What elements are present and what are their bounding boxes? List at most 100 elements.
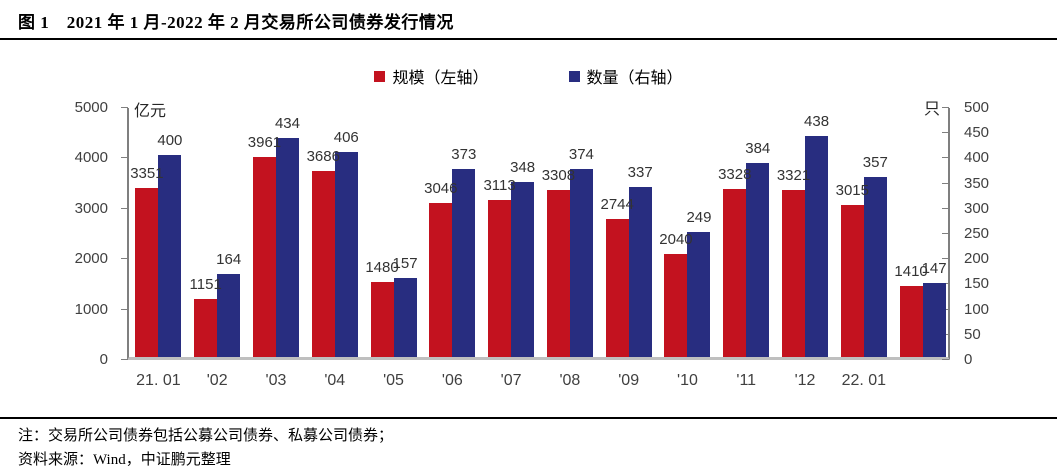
count-bar — [511, 181, 535, 357]
bar-group: 3113 348 — [483, 108, 535, 357]
scale-bar-label: 3351 — [130, 165, 164, 183]
count-bar — [334, 152, 358, 357]
legend-item-scale: 规模（左轴） — [374, 64, 489, 88]
count-bar — [922, 282, 946, 357]
left-axis-tick-label: 2000 — [74, 250, 108, 268]
right-axis-tick-label: 300 — [964, 199, 990, 217]
bar-group: 3308 374 — [542, 108, 594, 357]
count-bar-label: 147 — [921, 259, 947, 277]
right-axis-tick-label: 0 — [964, 351, 973, 368]
figure-title: 图 1 2021 年 1 月-2022 年 2 月交易所公司债券发行情况 — [18, 13, 454, 32]
left-axis-tick — [121, 207, 128, 209]
right-axis-tick — [942, 233, 949, 234]
count-bar — [452, 169, 476, 357]
scale-bar — [782, 189, 806, 357]
left-axis-tick — [121, 308, 128, 310]
scale-bar — [664, 254, 688, 357]
scale-bar-label: 1151 — [189, 276, 222, 293]
left-axis-tick-label: 1000 — [74, 300, 108, 318]
scale-bar-label: 1480 — [365, 259, 399, 277]
right-axis-tick-label: 150 — [964, 275, 990, 293]
count-bar-label: 400 — [157, 132, 183, 150]
x-axis-label: '12 — [794, 372, 816, 389]
chart-legend: 规模（左轴） 数量（右轴） — [0, 64, 1057, 88]
scale-bar-label: 1410 — [894, 262, 928, 280]
scale-bar — [605, 218, 629, 357]
bar-group: 3686 406 — [307, 108, 359, 357]
right-axis-unit: 只 — [923, 101, 940, 118]
source-line: 资料来源：Wind，中证鹏元整理 — [18, 452, 231, 468]
right-axis-tick — [942, 258, 949, 260]
right-axis-tick-label: 450 — [964, 124, 990, 142]
count-bar-label: 164 — [216, 251, 242, 269]
count-bar-label: 357 — [862, 154, 888, 172]
scale-bar — [370, 282, 394, 357]
scale-bar — [135, 188, 159, 357]
bar-group: 1151 164 — [190, 108, 242, 357]
count-bar — [275, 138, 299, 357]
x-axis-label: 21. 01 — [136, 372, 181, 389]
left-axis-tick — [121, 107, 128, 108]
right-axis-tick-label: 400 — [964, 149, 990, 167]
scale-bar — [899, 285, 923, 357]
bar-group: 1410 147 — [894, 108, 947, 357]
right-axis-tick — [942, 132, 949, 134]
right-axis-tick — [942, 157, 949, 159]
scale-bar — [252, 157, 276, 357]
right-axis-tick — [942, 182, 949, 184]
count-bar — [393, 277, 417, 357]
right-axis-tick-label: 500 — [964, 99, 990, 116]
bar-group: 3351 400 — [130, 108, 183, 357]
right-axis-tick — [942, 107, 949, 108]
x-axis-label: '06 — [441, 372, 463, 389]
right-axis-tick-label: 250 — [964, 225, 990, 242]
right-axis-tick-label: 100 — [964, 300, 990, 318]
count-bar — [746, 163, 770, 357]
left-axis-unit: 亿元 — [134, 103, 167, 120]
right-axis-tick — [942, 359, 949, 360]
count-bar-label: 249 — [686, 208, 712, 226]
bar-group: 2040 249 — [659, 108, 712, 357]
scale-bar — [488, 200, 512, 357]
count-bar — [687, 231, 711, 357]
legend-label-scale: 规模（左轴） — [392, 70, 489, 87]
scale-bar — [429, 203, 453, 357]
scale-bar — [546, 190, 570, 357]
bar-group: 3015 357 — [836, 108, 888, 357]
left-axis-tick — [121, 258, 128, 260]
title-divider-line — [0, 38, 1057, 40]
note-line: 注：交易所公司债券包括公募公司债券、私募公司债券； — [18, 428, 394, 444]
right-axis-tick-label: 50 — [964, 325, 981, 343]
right-axis-tick — [942, 207, 949, 209]
bar-group: 3961 434 — [248, 108, 300, 357]
scale-bar — [194, 299, 218, 357]
bar-group: 3328 384 — [718, 108, 771, 357]
bar-group: 1480 157 — [365, 108, 418, 357]
left-axis-tick — [121, 359, 128, 360]
x-axis-label: '09 — [618, 372, 640, 389]
right-axis-tick-label: 200 — [964, 250, 990, 268]
legend-item-count: 数量（右轴） — [568, 64, 683, 88]
count-bar-label: 337 — [627, 164, 653, 182]
right-axis-tick-label: 350 — [964, 174, 990, 192]
scale-bar-label: 3321 — [776, 166, 811, 184]
x-axis-label: '08 — [559, 372, 581, 389]
count-bar-label: 434 — [274, 115, 300, 133]
x-axis-label: '11 — [736, 372, 757, 389]
notes-divider-line — [0, 417, 1057, 419]
notes-block: 注：交易所公司债券包括公募公司债券、私募公司债券； 资料来源：Wind，中证鹏元… — [18, 424, 393, 472]
scale-bar-label: 2040 — [659, 231, 693, 249]
scale-bar-label: 3015 — [835, 182, 869, 200]
scale-bar — [311, 171, 335, 357]
count-bar — [863, 177, 887, 357]
count-series-swatch-icon — [568, 70, 580, 82]
x-axis-label: '02 — [206, 372, 228, 389]
scale-bar-label: 3046 — [424, 180, 458, 198]
count-bar-label: 384 — [745, 140, 771, 158]
count-bar — [158, 155, 182, 357]
scale-bar-label: 3686 — [306, 148, 340, 166]
count-bar-label: 374 — [568, 145, 594, 163]
x-axis-label: '03 — [265, 372, 287, 389]
scale-bar-label: 3308 — [541, 167, 576, 185]
